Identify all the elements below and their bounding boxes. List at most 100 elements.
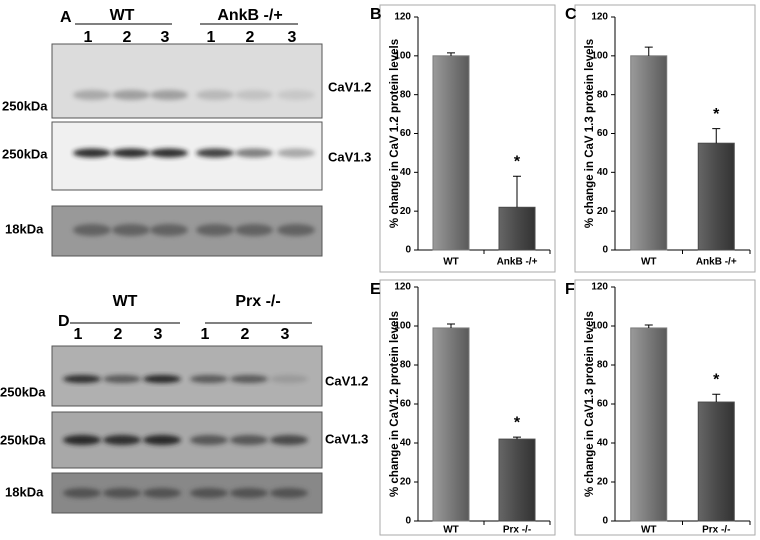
x-tick-label: AnkB -/+: [497, 257, 538, 268]
bar: [432, 327, 470, 522]
y-tick-label: 60: [597, 128, 609, 139]
bar: [630, 327, 668, 522]
protein-label: CaV1.2: [325, 373, 368, 388]
y-tick-label: 100: [394, 50, 411, 61]
marker-label: 250kDa: [0, 432, 46, 447]
bar: [498, 206, 536, 251]
y-axis-label: % change in CaV1.3 protein levels: [584, 311, 596, 497]
group-label: Prx -/-: [235, 293, 280, 310]
band: [190, 488, 228, 498]
y-tick-label: 120: [591, 12, 608, 23]
panel-letter: A: [60, 9, 72, 26]
x-tick-label: WT: [641, 525, 657, 536]
lane-number: 1: [74, 326, 83, 343]
band: [63, 435, 101, 445]
x-tick-label: WT: [443, 257, 459, 268]
band: [150, 224, 188, 236]
band: [270, 375, 308, 383]
y-tick-label: 0: [602, 516, 608, 527]
y-tick-label: 100: [394, 321, 411, 332]
bar: [432, 55, 470, 251]
annotation: *: [514, 153, 521, 170]
band: [150, 148, 188, 158]
band: [196, 224, 234, 236]
band: [196, 148, 234, 158]
x-tick-label: WT: [443, 525, 459, 536]
error-bar: [447, 52, 455, 56]
marker-label: 18kDa: [5, 221, 44, 236]
band: [190, 375, 228, 383]
protein-label: CaV1.2: [328, 79, 371, 94]
marker-label: 250kDa: [0, 384, 46, 399]
y-tick-label: 120: [394, 282, 411, 293]
y-tick-label: 100: [591, 321, 608, 332]
y-tick-label: 60: [400, 128, 412, 139]
y-tick-label: 60: [597, 399, 609, 410]
lane-number: 2: [114, 326, 123, 343]
y-tick-label: 80: [597, 89, 609, 100]
y-axis-label: % change in CaV 1.2 protein levels: [389, 39, 401, 228]
y-tick-label: 20: [597, 477, 609, 488]
y-tick-label: 40: [400, 167, 412, 178]
y-tick-label: 80: [400, 89, 412, 100]
lane-number: 3: [161, 29, 170, 46]
lane-number: 2: [241, 326, 250, 343]
band: [196, 90, 234, 100]
y-axis-label: % change in CaV1.2 protein levels: [389, 311, 401, 497]
lane-number: 1: [84, 29, 93, 46]
marker-label: 250kDa: [2, 146, 48, 161]
y-axis-label: % change in CaV 1.3 protein levels: [584, 39, 596, 228]
band: [112, 90, 150, 100]
bar: [498, 438, 536, 522]
panel-letter: B: [370, 6, 382, 23]
band: [230, 435, 268, 445]
blot: [51, 43, 323, 119]
x-tick-label: Prx -/-: [702, 525, 730, 536]
chart-frame: [379, 4, 556, 273]
band: [103, 488, 141, 498]
lane-number: 2: [246, 29, 255, 46]
band: [235, 148, 273, 158]
group-label: WT: [110, 7, 135, 24]
band: [112, 224, 150, 236]
band: [112, 148, 150, 158]
panel-letter: C: [565, 6, 577, 23]
band: [270, 435, 308, 445]
band: [270, 488, 308, 498]
x-tick-label: WT: [641, 257, 657, 268]
lane-number: 1: [201, 326, 210, 343]
panel-letter: F: [565, 281, 575, 298]
error-bar: [644, 46, 653, 56]
lane-number: 1: [207, 29, 216, 46]
band: [190, 435, 228, 445]
error-bar: [513, 175, 521, 208]
y-tick-label: 0: [405, 516, 411, 527]
lane-number: 3: [154, 326, 163, 343]
error-bar: [644, 324, 653, 328]
bar: [697, 142, 735, 251]
band: [63, 375, 101, 383]
y-tick-label: 80: [400, 360, 412, 371]
band: [73, 90, 111, 100]
band: [150, 90, 188, 100]
band: [73, 224, 111, 236]
band: [143, 375, 181, 383]
y-tick-label: 40: [400, 438, 412, 449]
y-tick-label: 40: [597, 438, 609, 449]
chart-frame: [574, 4, 756, 273]
bar: [697, 401, 735, 522]
lane-number: 2: [123, 29, 132, 46]
y-tick-label: 120: [591, 282, 608, 293]
band: [277, 224, 315, 236]
error-bar: [447, 323, 455, 328]
band: [230, 488, 268, 498]
chart-frame: [379, 279, 556, 536]
panel-letter: E: [370, 281, 381, 298]
annotation: *: [713, 371, 720, 388]
y-tick-label: 0: [602, 245, 608, 256]
y-tick-label: 20: [400, 206, 412, 217]
band: [230, 375, 268, 383]
protein-label: CaV1.3: [328, 149, 371, 164]
y-tick-label: 80: [597, 360, 609, 371]
lane-number: 3: [288, 29, 297, 46]
